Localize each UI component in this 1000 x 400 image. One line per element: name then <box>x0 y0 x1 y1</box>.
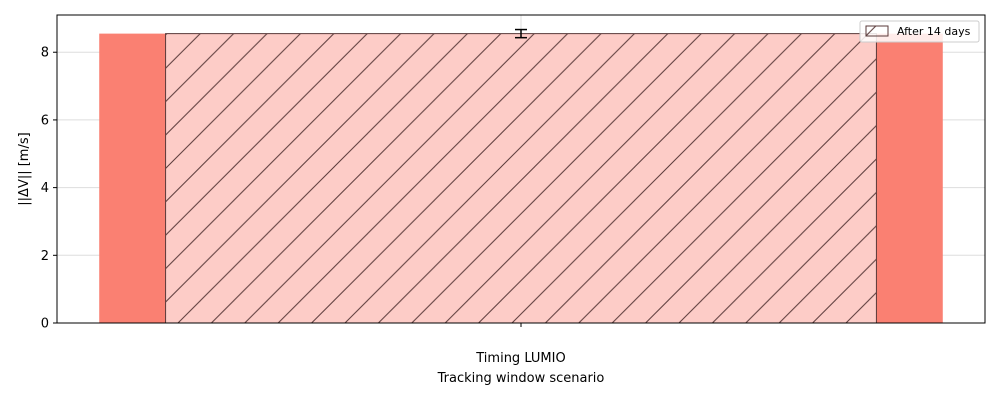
x-tick-label: Timing LUMIO <box>475 351 565 366</box>
bar-after-hatch <box>165 33 877 324</box>
bars <box>99 33 943 324</box>
x-axis-label: Tracking window scenario <box>437 371 605 386</box>
error-bars <box>515 28 527 39</box>
y-tick-label: 6 <box>41 113 49 128</box>
x-axis: Timing LUMIO <box>475 323 566 366</box>
legend: After 14 days <box>859 20 980 43</box>
legend-frame <box>859 20 980 43</box>
legend-swatch <box>865 25 889 37</box>
y-axis-label: ||ΔV|| [m/s] <box>17 132 32 205</box>
y-axis: 0 2 4 6 8 <box>41 46 57 332</box>
y-tick-label: 2 <box>41 249 49 264</box>
y-tick-label: 0 <box>41 317 49 332</box>
y-tick-label: 8 <box>41 46 49 61</box>
legend-label: After 14 days <box>897 25 971 38</box>
y-tick-label: 4 <box>41 181 49 196</box>
